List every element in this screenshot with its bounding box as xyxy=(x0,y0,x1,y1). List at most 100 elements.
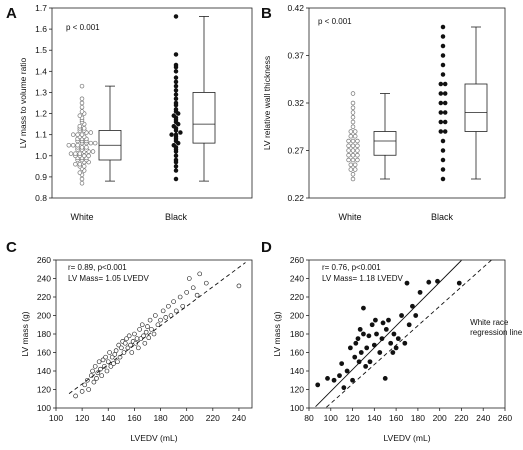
x-tick-label: 260 xyxy=(498,413,512,423)
x-tick-label: 240 xyxy=(476,413,490,423)
data-point xyxy=(88,130,94,135)
data-point xyxy=(379,336,385,342)
data-point xyxy=(388,340,394,346)
y-tick-label: 1.2 xyxy=(35,109,47,119)
data-point xyxy=(438,81,444,87)
data-point xyxy=(438,119,444,125)
data-point xyxy=(442,129,448,134)
data-point xyxy=(442,91,448,96)
y-tick-label: 1.5 xyxy=(35,45,47,55)
x-axis-label: LVEDV (mL) xyxy=(383,433,430,443)
category-label: White xyxy=(338,212,361,222)
data-point xyxy=(79,100,85,106)
stat-annotation: r= 0.89, p<0.001 xyxy=(68,263,127,272)
data-point xyxy=(151,331,157,337)
y-tick-label: 240 xyxy=(37,274,51,284)
data-point xyxy=(203,280,209,286)
data-point xyxy=(79,180,85,186)
data-point xyxy=(355,148,360,153)
x-tick-label: 160 xyxy=(389,413,403,423)
data-point xyxy=(350,110,356,115)
data-point xyxy=(352,134,358,139)
data-point xyxy=(355,143,360,149)
data-point xyxy=(410,303,415,309)
data-point xyxy=(346,138,351,144)
data-point xyxy=(386,317,391,323)
panel-letter: C xyxy=(6,239,17,256)
data-point xyxy=(355,153,360,158)
data-point xyxy=(350,105,356,110)
data-point xyxy=(126,333,132,339)
data-point xyxy=(456,280,462,286)
x-tick-label: 140 xyxy=(101,413,115,423)
x-tick-label: 240 xyxy=(232,413,246,423)
x-tick-label: 80 xyxy=(304,413,314,423)
data-point xyxy=(355,157,360,163)
data-point xyxy=(107,350,112,355)
data-point xyxy=(315,382,321,388)
data-point xyxy=(442,119,448,125)
data-point xyxy=(77,123,83,129)
y-tick-label: 100 xyxy=(37,403,51,413)
data-point xyxy=(442,100,448,106)
data-point xyxy=(440,53,446,58)
y-tick-label: 160 xyxy=(37,348,51,358)
y-tick-label: 1.4 xyxy=(35,66,47,76)
data-point xyxy=(395,336,401,342)
data-point xyxy=(70,132,76,137)
data-point xyxy=(346,143,351,149)
data-point xyxy=(73,393,78,399)
data-point xyxy=(173,79,179,85)
data-point xyxy=(66,142,72,148)
data-point xyxy=(79,176,85,182)
data-point xyxy=(88,140,94,146)
y-tick-label: 0.8 xyxy=(35,193,47,203)
data-point xyxy=(184,290,189,295)
data-point xyxy=(402,340,408,346)
data-point xyxy=(73,151,78,156)
data-point xyxy=(440,24,446,30)
data-point xyxy=(139,322,145,328)
data-point xyxy=(339,361,345,366)
data-point xyxy=(350,176,356,182)
data-point xyxy=(173,100,179,106)
y-tick-label: 1.7 xyxy=(35,3,47,13)
data-point xyxy=(132,331,137,337)
x-tick-label: 120 xyxy=(345,413,359,423)
data-point xyxy=(352,354,358,360)
data-point xyxy=(197,271,203,277)
data-point xyxy=(75,132,80,137)
data-point xyxy=(92,364,98,369)
data-point xyxy=(374,331,379,337)
data-point xyxy=(180,303,186,309)
data-point xyxy=(84,145,89,150)
y-tick-label: 1.6 xyxy=(35,24,47,34)
category-label: White xyxy=(70,212,93,222)
data-point xyxy=(341,385,347,391)
x-tick-label: 180 xyxy=(411,413,425,423)
data-point xyxy=(75,142,80,148)
reference-line-label-line1: White race xyxy=(470,318,509,327)
category-label: Black xyxy=(165,212,188,222)
p-value-annotation: p < 0.001 xyxy=(66,23,100,32)
box-iqr xyxy=(373,131,397,156)
data-point xyxy=(352,167,358,172)
y-tick-label: 0.27 xyxy=(287,146,304,156)
data-point xyxy=(145,324,150,329)
data-point xyxy=(111,361,116,366)
data-point xyxy=(147,317,153,323)
data-point xyxy=(77,161,83,167)
data-point xyxy=(79,109,85,114)
data-point xyxy=(190,285,196,291)
data-point xyxy=(173,92,179,97)
data-point xyxy=(92,140,98,146)
x-tick-label: 100 xyxy=(324,413,338,423)
data-point xyxy=(103,354,108,360)
data-point xyxy=(68,151,74,156)
data-point xyxy=(404,280,410,286)
y-tick-label: 260 xyxy=(37,255,51,265)
data-point xyxy=(104,368,110,374)
data-point xyxy=(86,387,91,392)
x-tick-label: 220 xyxy=(206,413,220,423)
data-point xyxy=(438,110,444,115)
